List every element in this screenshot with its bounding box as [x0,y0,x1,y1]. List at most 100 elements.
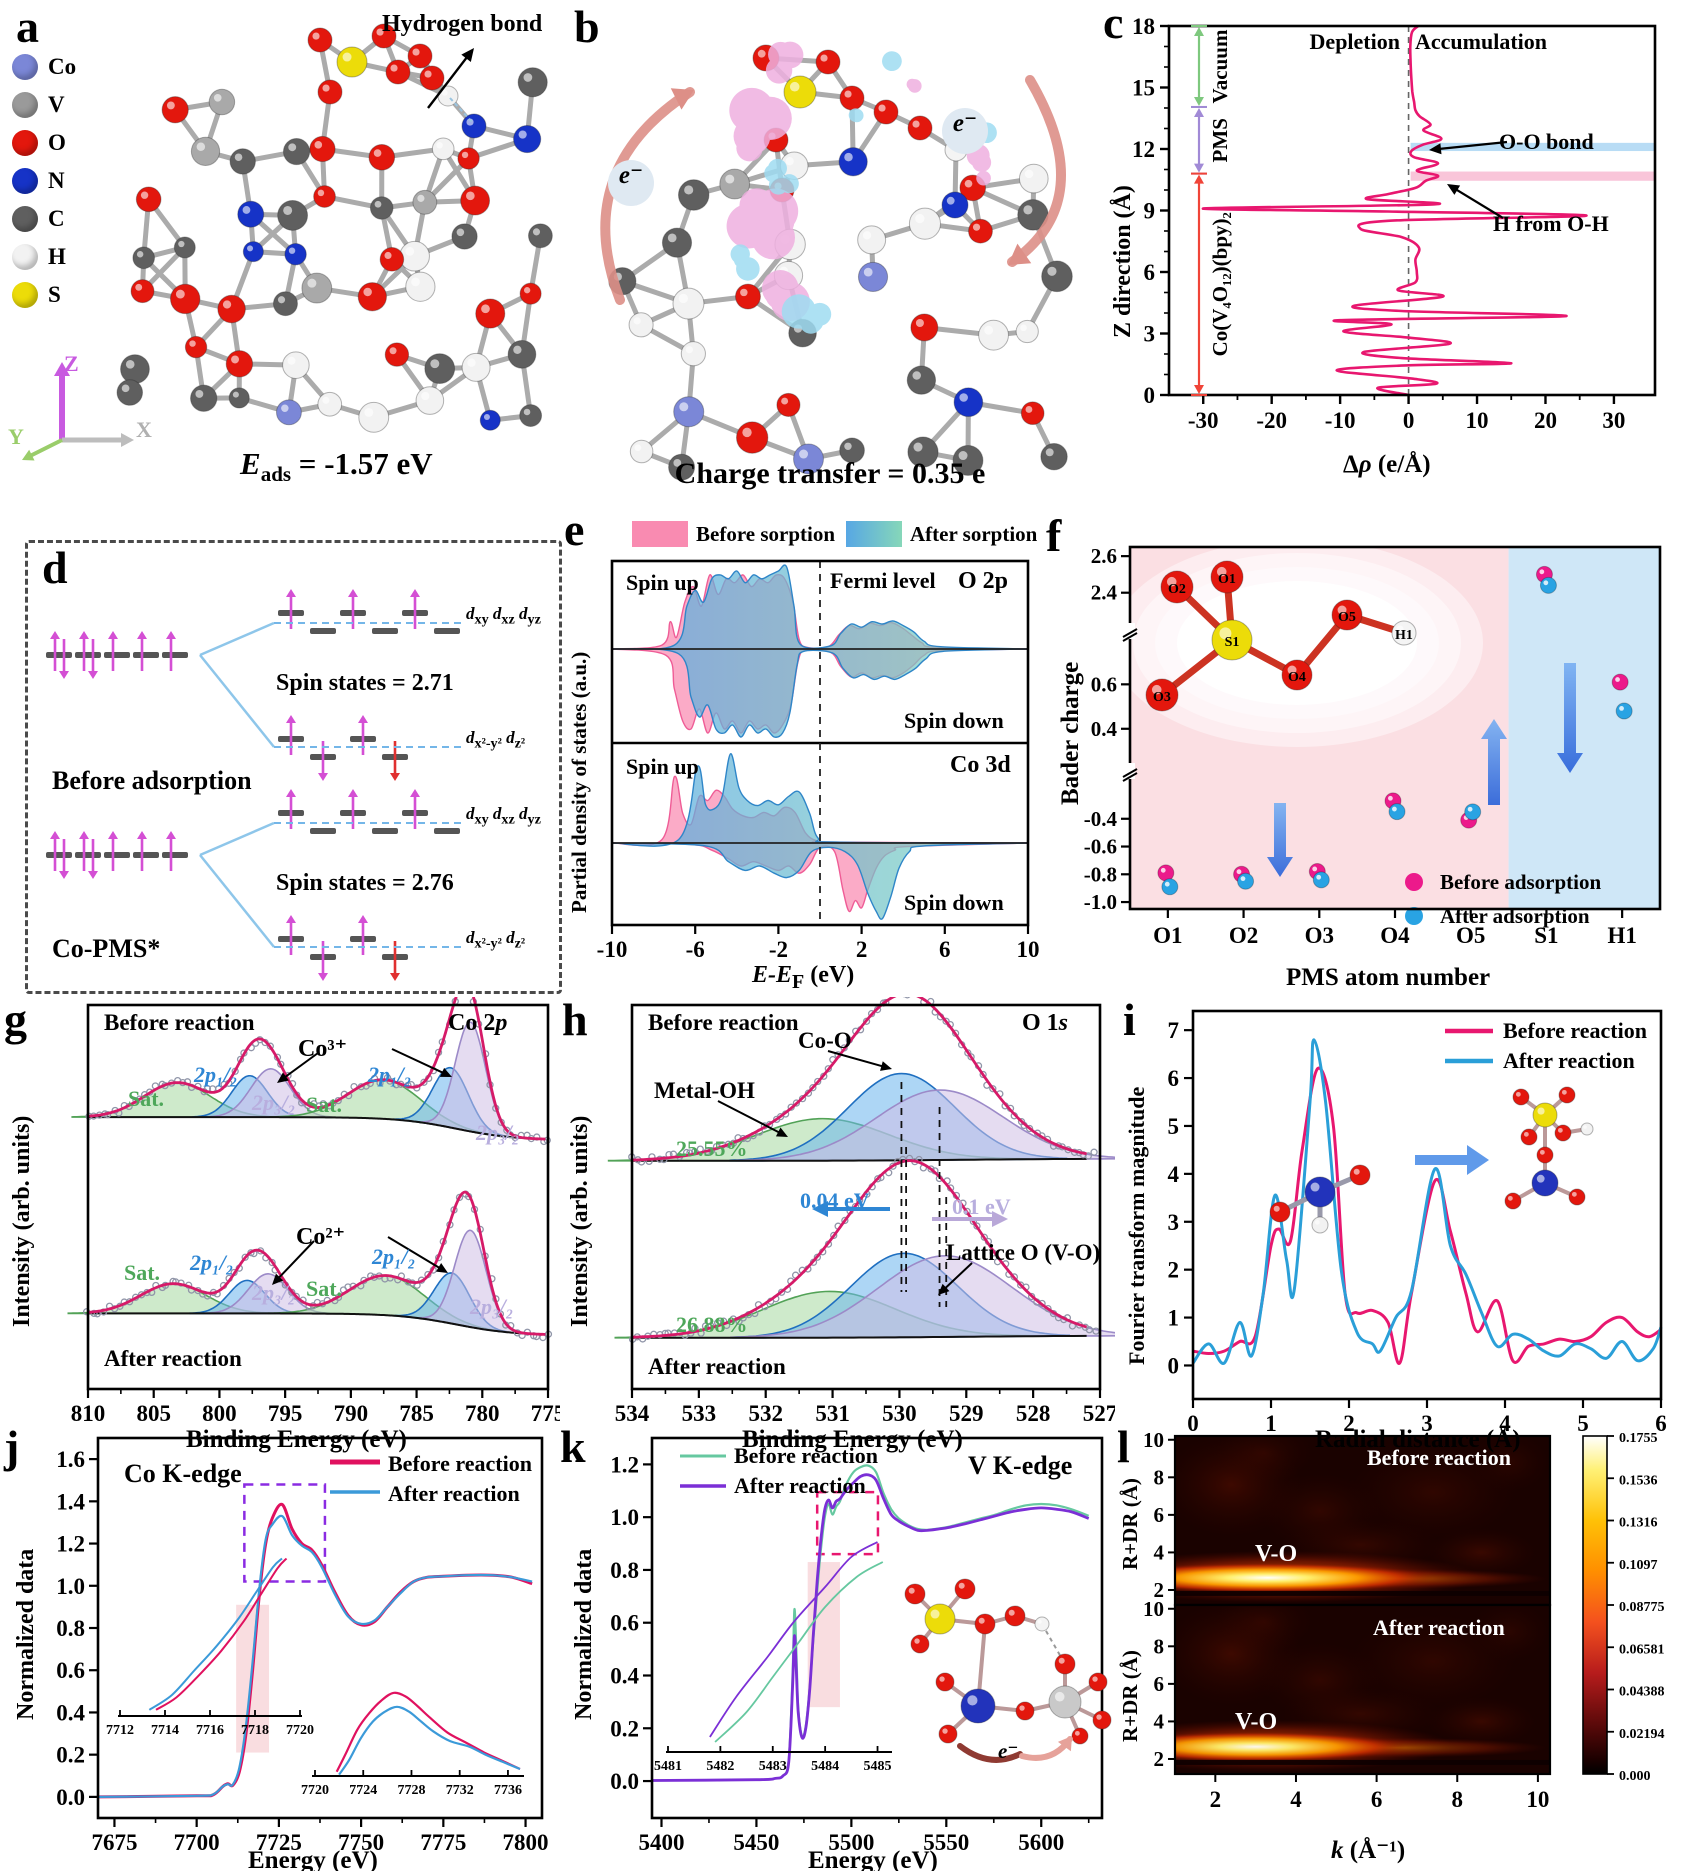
svg-text:20: 20 [1534,408,1557,433]
svg-text:2: 2 [1168,1258,1180,1283]
svg-text:S1: S1 [1225,635,1240,650]
svg-text:O5: O5 [1456,923,1485,948]
percent-after: 26.88% [676,1312,748,1337]
panel-k-label: k [560,1421,586,1472]
svg-text:2: 2 [1210,1787,1222,1812]
h-before-reaction-label: Before reaction [648,1010,799,1035]
svg-text:0: 0 [1403,408,1415,433]
j-after-legend: After reaction [388,1481,520,1506]
svg-text:7732: 7732 [446,1783,474,1798]
svg-text:7716: 7716 [196,1723,224,1738]
svg-text:6: 6 [1371,1787,1383,1812]
co-k-edge-title: Co K-edge [124,1459,242,1488]
svg-text:2: 2 [1154,1747,1165,1771]
svg-text:8: 8 [1452,1787,1464,1812]
co-pms-label: Co-PMS* [52,934,161,963]
svg-text:-0.4: -0.4 [1084,807,1118,831]
svg-text:2.4: 2.4 [1091,581,1118,605]
svg-text:S1: S1 [1534,923,1558,948]
svg-text:-0.6: -0.6 [1084,835,1117,859]
electron-badge-left: e⁻ [608,160,654,206]
svg-text:0.1536: 0.1536 [1619,1473,1658,1488]
svg-text:7720: 7720 [286,1723,314,1738]
panel-d: d Spin states = 2.71 Before adsorption S… [25,540,562,994]
co3plus-label: Co³⁺ [298,1036,348,1062]
svg-text:7725: 7725 [256,1830,302,1855]
panel-e-label: e [564,504,585,555]
svg-text:4: 4 [1154,1709,1165,1733]
panel-j: 7675 7700 7725 7750 7775 7800 0.0 0.2 0.4 0.6 0.8 1… [0,1424,560,1871]
g-2p32-label-1: 2p₃/₂ [252,1090,296,1115]
svg-text:6: 6 [1655,1411,1667,1436]
panel-f-ylabel: Bader charge [1057,661,1084,805]
panel-j-xlabel: Energy (eV) [248,1847,378,1871]
svg-text:1.4: 1.4 [56,1489,85,1514]
svg-text:7675: 7675 [91,1830,137,1855]
svg-text:1.6: 1.6 [56,1447,85,1472]
electron-transfer-label: e⁻ [998,1739,1019,1763]
co-o-annotation: Co-O [798,1028,852,1053]
t2g-orbitals-top: dxy dxz dyz [466,604,541,628]
svg-text:18: 18 [1132,14,1155,39]
panel-k: 5400 5450 5500 5550 5600 0.0 0.2 0.4 0.6 0.8 1.0 1.… [560,1424,1115,1871]
hydrogen-bond-label: Hydrogen bond [382,11,543,37]
svg-text:O2: O2 [1168,582,1186,597]
svg-text:12: 12 [1132,137,1155,162]
legend-item-co: Co [12,54,76,80]
panel-h: 534 533 532 531 530 529 528 527 h Before reacti… [560,994,1115,1453]
panel-e-pdos-chart: -10 -6 -2 2 6 10 [597,559,1040,962]
svg-text:533: 533 [682,1401,717,1426]
n-atom-icon [12,168,38,194]
panel-h-label: h [562,994,588,1045]
legend-item-o: O [12,130,66,156]
svg-text:15: 15 [1132,76,1155,101]
before-adsorption-legend: Before adsorption [1440,870,1602,894]
svg-text:810: 810 [71,1401,106,1426]
before-sorption-label: Before sorption [696,522,836,546]
panel-c-chart: -30 -20 -10 0 10 20 30 0 3 6 9 12 15 18 Vacuum PMS Co(V₄… [1132,14,1657,433]
svg-text:5500: 5500 [828,1830,874,1855]
svg-text:2: 2 [1154,1578,1165,1602]
legend-item-c: C [12,206,65,232]
svg-text:-30: -30 [1188,408,1219,433]
svg-text:1.2: 1.2 [56,1532,85,1557]
svg-text:2: 2 [1343,1411,1355,1436]
panel-l-xlabel: k (Å⁻¹) [1331,1837,1406,1864]
svg-text:0.06581: 0.06581 [1619,1642,1665,1657]
svg-text:5485: 5485 [864,1759,892,1774]
panel-f-bader-chart: O2 O1 S1 O3 O4 O5 H1 -1.0 -0.8 -0.6 -0.4 0.4 0.6 2.4 2… [1084,539,1662,948]
g-2p32-label-3: 2p₃/₂ [252,1280,296,1305]
svg-text:6: 6 [1154,1503,1165,1527]
svg-text:8: 8 [1154,1634,1165,1658]
svg-text:0.0: 0.0 [610,1769,639,1794]
g-title: Co 2p [448,1010,508,1036]
panel-k-xlabel: Energy (eV) [808,1847,938,1871]
svg-text:0.2: 0.2 [56,1743,85,1768]
svg-text:6: 6 [939,937,951,962]
g-before-reaction-label: Before reaction [104,1010,255,1035]
h-after-reaction-label: After reaction [648,1354,786,1379]
svg-text:O4: O4 [1288,670,1306,685]
after-adsorption-legend: After adsorption [1440,904,1590,928]
svg-text:4: 4 [1154,1540,1165,1564]
panel-f: O2 O1 S1 O3 O4 O5 H1 -1.0 -0.8 -0.6 -0.4 0.4 0.6 2.4 2… [1042,505,1683,997]
svg-text:0: 0 [1144,383,1156,408]
svg-text:O3: O3 [1305,923,1334,948]
co3d-spin-up-label: Spin up [626,754,699,779]
g-2p32-label-4: 2p₃/₂ [470,1294,514,1319]
o-atom-icon [12,130,38,156]
svg-text:532: 532 [748,1401,783,1426]
svg-text:790: 790 [334,1401,369,1426]
svg-text:7750: 7750 [338,1830,384,1855]
charge-transfer-caption: Charge transfer = 0.35 e [674,457,986,490]
panel-h-xps-chart: 534 533 532 531 530 529 528 527 [607,997,1115,1426]
svg-text:0.6: 0.6 [610,1611,639,1636]
svg-text:7718: 7718 [241,1723,269,1738]
panel-b: b e⁻ e⁻ Charge transfer = 0.35 e [560,0,1095,505]
panel-c: -30 -20 -10 0 10 20 30 0 3 6 9 12 15 18 Vacuum PMS Co(V₄… [1095,0,1683,505]
lattice-o-annotation: Lattice O (V-O) [946,1240,1101,1265]
g-2p32-label-2: 2p₃/₂ [476,1120,520,1145]
h-from-oh-annotation: H from O-H [1493,211,1609,236]
